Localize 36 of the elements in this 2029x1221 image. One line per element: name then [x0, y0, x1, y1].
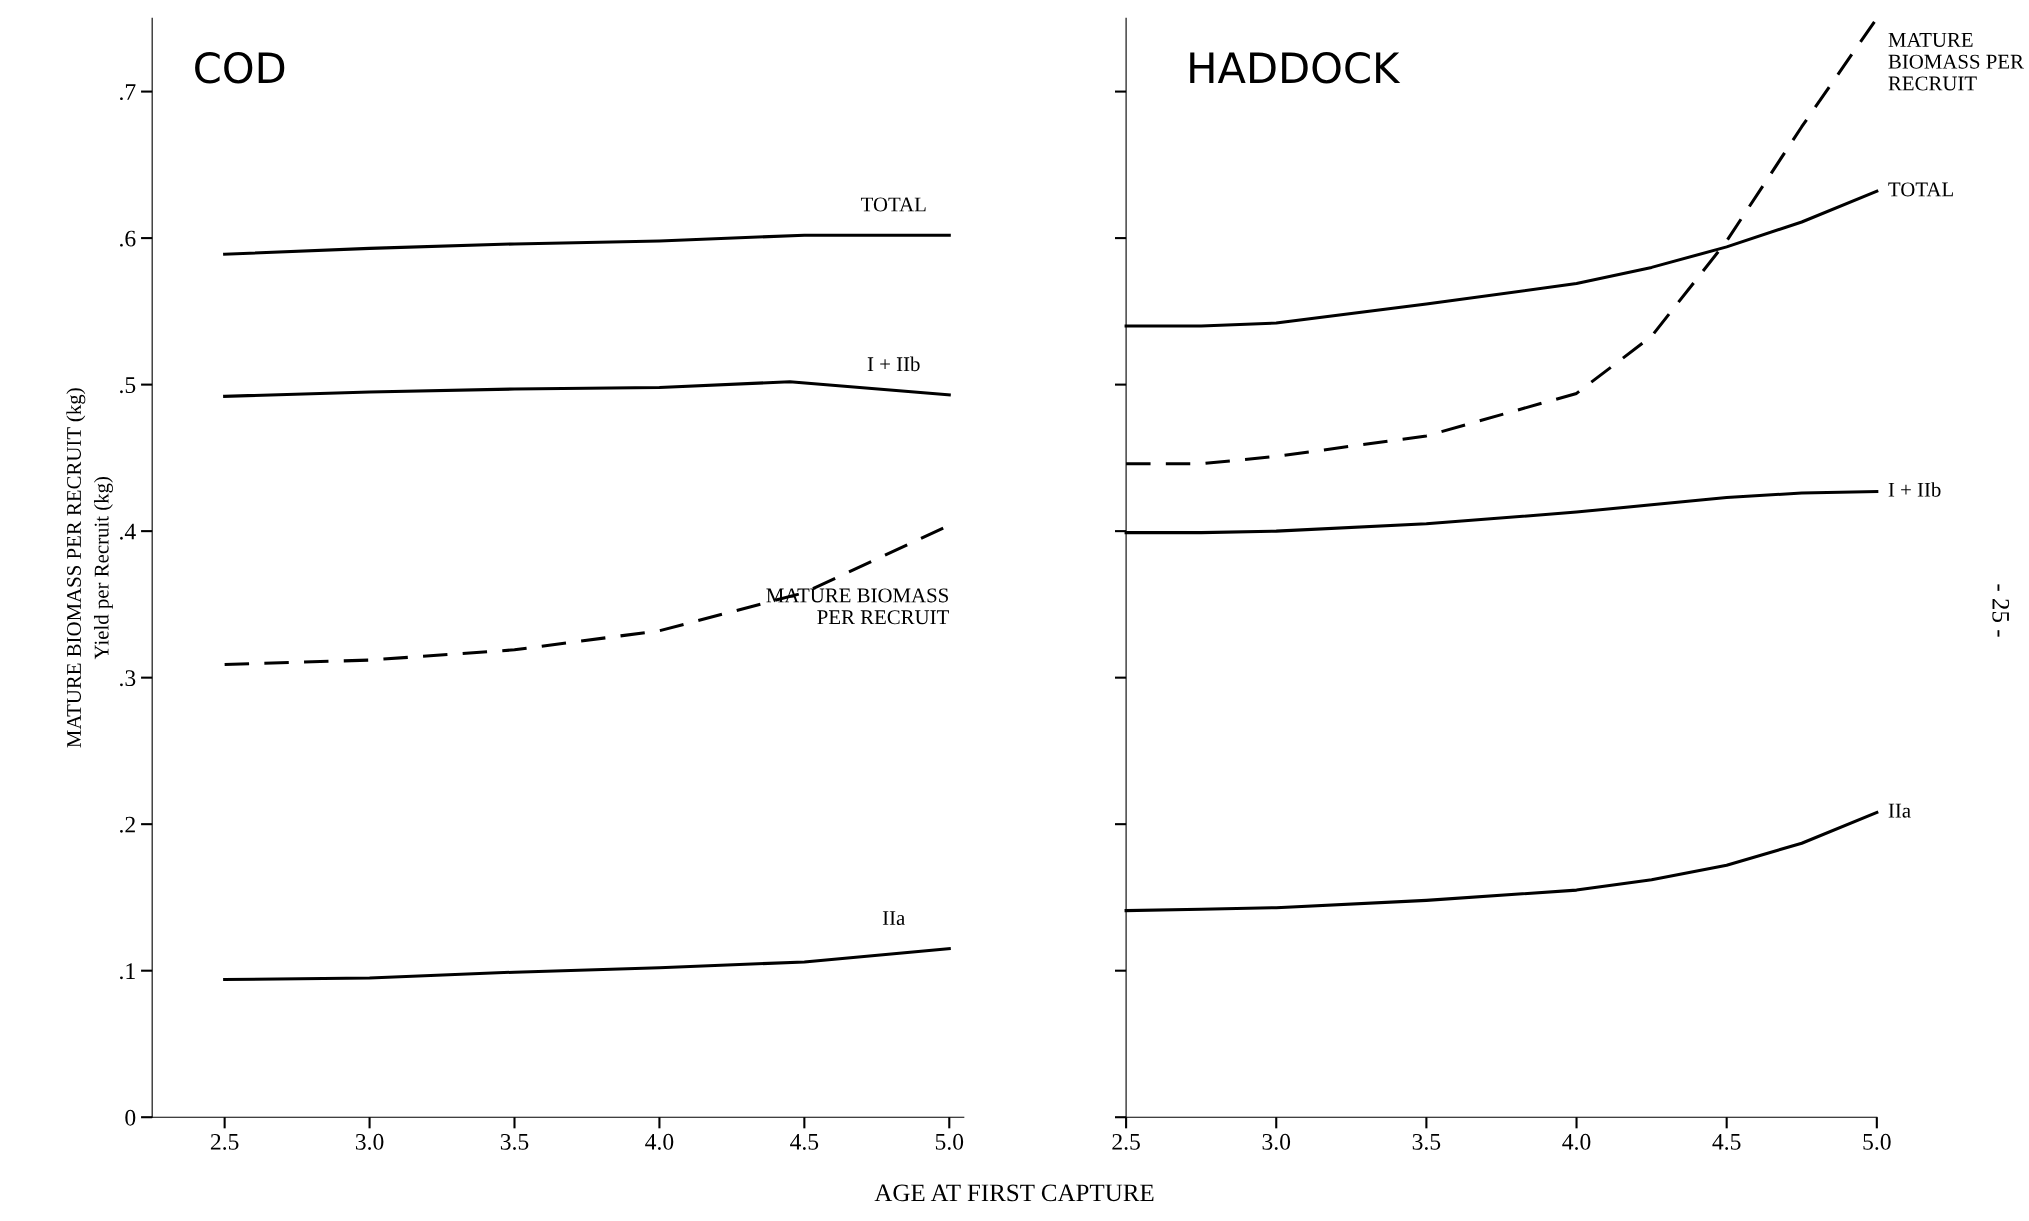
- x-tick-label: 3.5: [1412, 1133, 1441, 1150]
- y-axis-title: MATURE BIOMASS PER RECRUIT (kg) Yield per Recruit (kg): [66, 388, 113, 748]
- y-tick-label: .6: [120, 230, 136, 247]
- x-tick-label: 4.5: [1712, 1134, 1741, 1150]
- x-tick-label: 2.5: [210, 1133, 239, 1150]
- x-axis-title: AGE AT FIRST CAPTURE: [874, 1184, 1154, 1202]
- text: - 25 -: [1992, 584, 2010, 637]
- x-tick-label: 5.0: [1863, 1133, 1891, 1150]
- series-label: IIa: [1888, 803, 1911, 818]
- x-tick-label: 5.0: [935, 1133, 964, 1150]
- y-tick-label: .3: [120, 670, 136, 687]
- x-tick-label: 4.0: [1562, 1133, 1591, 1150]
- y-tick-label: .5: [120, 377, 136, 394]
- x-tick-label: 3.0: [1262, 1133, 1291, 1150]
- series-label: I + IIb: [867, 356, 920, 372]
- series-label: MATURE BIOMASS PER RECRUIT: [1888, 32, 2024, 91]
- line-series: [223, 947, 951, 982]
- y-tick-label: 0: [125, 1109, 136, 1126]
- series-label: TOTAL: [860, 197, 926, 212]
- series-label: TOTAL: [1888, 182, 1953, 197]
- text: HADDOCK: [1190, 52, 1401, 84]
- y-tick-label: .4: [120, 523, 136, 540]
- line-series: [223, 233, 951, 256]
- series-label: IIa: [882, 911, 905, 926]
- text: COD: [195, 52, 285, 84]
- series-label: I + IIb: [1888, 482, 1941, 497]
- x-tick-label: 2.5: [1112, 1133, 1140, 1150]
- x-tick-label: 4.0: [645, 1133, 674, 1150]
- x-tick-label: 4.5: [790, 1134, 819, 1150]
- line-series: [223, 380, 951, 398]
- y-tick-label: .2: [120, 816, 135, 833]
- series-label: MATURE BIOMASS PER RECRUIT: [766, 588, 949, 625]
- x-tick-label: 3.5: [500, 1133, 529, 1150]
- y-tick-label: .7: [120, 84, 136, 101]
- x-tick-label: 3.0: [355, 1133, 384, 1150]
- y-tick-label: .1: [120, 963, 135, 980]
